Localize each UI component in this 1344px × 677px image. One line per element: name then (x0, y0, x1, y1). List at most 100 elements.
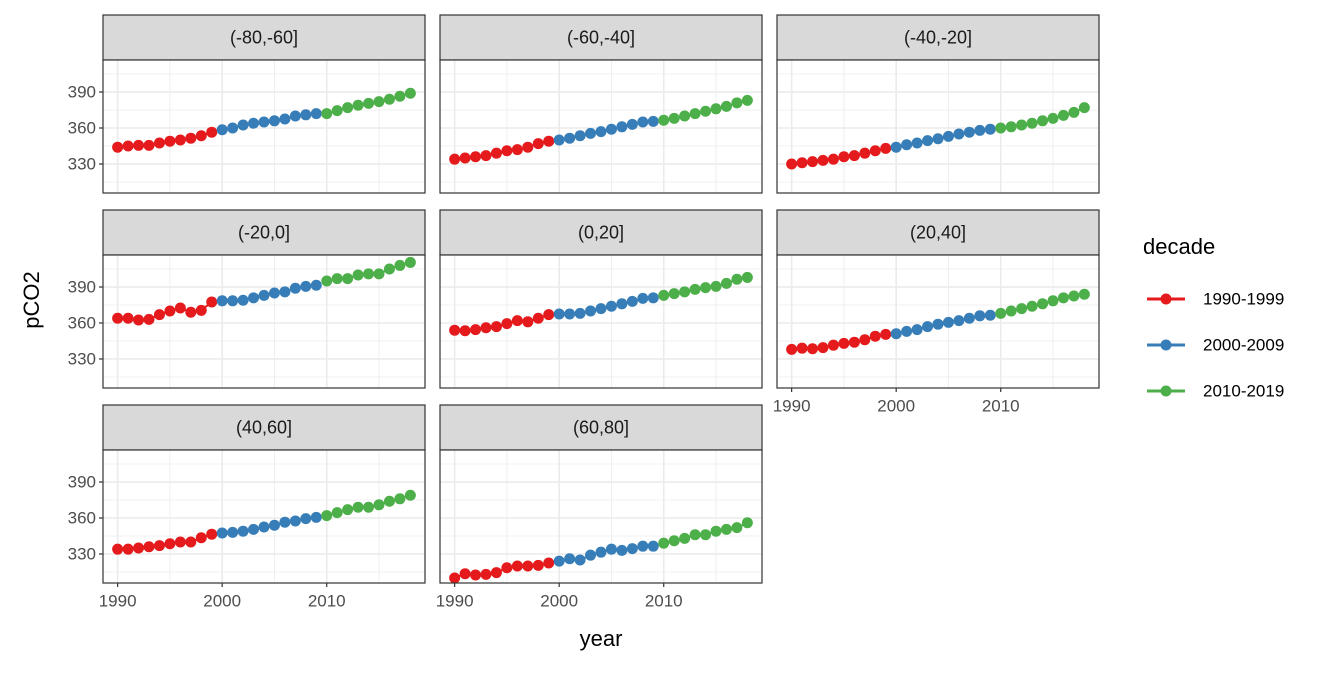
data-point (310, 279, 322, 291)
data-point (901, 139, 913, 151)
data-point (195, 532, 207, 544)
data-point (605, 123, 617, 135)
data-point (700, 105, 712, 117)
data-point (817, 342, 829, 354)
data-point (859, 147, 871, 159)
data-point (174, 134, 186, 146)
data-point (595, 546, 607, 558)
data-point (637, 116, 649, 128)
data-point (122, 312, 134, 324)
data-point (859, 334, 871, 346)
data-point (922, 321, 934, 333)
data-point (511, 144, 523, 156)
data-point (459, 152, 471, 164)
data-point (679, 286, 691, 298)
data-point (731, 273, 743, 285)
data-point (932, 133, 944, 145)
facet-strip (439, 14, 763, 61)
data-point (689, 529, 701, 541)
data-point (258, 521, 270, 533)
data-point (363, 268, 375, 280)
data-point (227, 295, 239, 307)
data-point (321, 510, 333, 522)
data-point (848, 336, 860, 348)
data-point (352, 501, 364, 513)
data-point (689, 283, 701, 295)
data-point (741, 94, 753, 106)
data-point (668, 288, 680, 300)
panel-border (776, 254, 1100, 389)
data-point (174, 536, 186, 548)
data-point (595, 126, 607, 138)
data-point (1078, 102, 1090, 114)
data-point (1047, 112, 1059, 124)
facet-title: (60,80] (573, 417, 629, 437)
data-point (689, 108, 701, 120)
data-point (112, 543, 124, 555)
data-point (564, 308, 576, 320)
x-tick-label: 2000 (203, 591, 241, 610)
panel-border (439, 59, 763, 194)
data-point (786, 343, 798, 355)
data-point (890, 141, 902, 153)
facet-title: (-40,-20] (904, 27, 972, 47)
data-point (679, 110, 691, 122)
data-point (449, 153, 461, 165)
data-point (626, 543, 638, 555)
data-point (585, 305, 597, 317)
data-point (185, 132, 197, 144)
data-point (470, 151, 482, 163)
y-tick-label: 360 (68, 118, 96, 137)
data-point (1016, 303, 1028, 315)
data-point (174, 302, 186, 314)
data-point (490, 321, 502, 333)
data-point (206, 126, 218, 138)
data-point (289, 515, 301, 527)
data-point (490, 147, 502, 159)
data-point (574, 130, 586, 142)
data-point (974, 124, 986, 136)
data-point (984, 123, 996, 135)
data-point (373, 96, 385, 108)
data-point (321, 275, 333, 287)
data-point (164, 305, 176, 317)
data-point (796, 157, 808, 169)
panel-border (102, 59, 426, 194)
data-point (511, 315, 523, 327)
data-point (216, 124, 228, 136)
data-point (720, 523, 732, 535)
data-point (459, 568, 471, 580)
data-point (522, 316, 534, 328)
data-point (616, 121, 628, 133)
data-point (543, 309, 555, 321)
data-point (838, 151, 850, 163)
data-point (394, 493, 406, 505)
data-point (1005, 121, 1017, 133)
data-point (543, 557, 555, 569)
facet-strip (102, 14, 426, 61)
facet-strip (439, 209, 763, 256)
data-point (953, 128, 965, 140)
panel-border (102, 449, 426, 584)
data-point (605, 543, 617, 555)
data-point (133, 314, 145, 326)
data-point (237, 119, 249, 131)
data-point (185, 306, 197, 318)
x-tick-label: 1990 (436, 591, 474, 610)
data-point (543, 135, 555, 147)
data-point (289, 110, 301, 122)
data-point (1005, 305, 1017, 317)
data-point (720, 277, 732, 289)
data-point (942, 130, 954, 142)
facet-title: (-20,0] (238, 222, 290, 242)
data-point (331, 507, 343, 519)
data-point (710, 103, 722, 115)
data-point (490, 567, 502, 579)
data-point (373, 499, 385, 511)
y-tick-label: 390 (68, 473, 96, 492)
data-point (258, 116, 270, 128)
data-point (1047, 295, 1059, 307)
data-point (321, 108, 333, 120)
panel-background (103, 450, 425, 583)
data-point (153, 137, 165, 149)
